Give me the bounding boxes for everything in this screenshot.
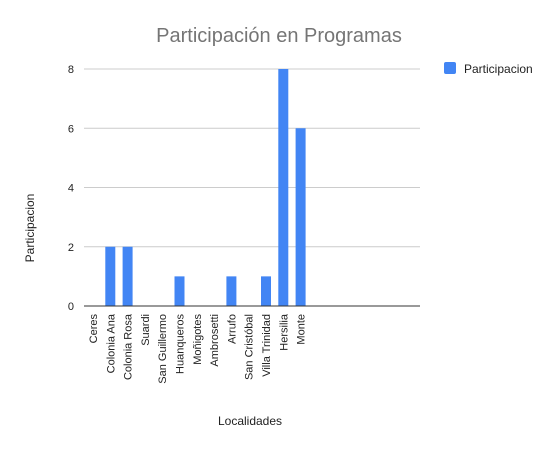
legend: Participacion [444, 62, 533, 76]
x-tick-label: Suardi [140, 314, 152, 346]
y-tick-label: 4 [68, 183, 74, 195]
x-axis-label: Localidades [218, 414, 282, 428]
gridlines [84, 68, 420, 248]
x-tick-label: Arrufo [226, 314, 238, 344]
y-tick-label: 6 [68, 123, 74, 135]
x-tick-label: Colonia Rosa [123, 313, 135, 380]
x-tick-label: San Cristóbal [244, 314, 256, 380]
y-tick-label: 8 [68, 64, 74, 76]
bar [174, 276, 185, 306]
chart-title: Participación en Programas [156, 25, 402, 47]
x-tick-label: Huanqueros [175, 314, 187, 374]
x-tick-label: Colonia Ana [105, 313, 117, 373]
y-axis-label: Participacion [23, 194, 37, 263]
x-tick-label: Ambrosetti [209, 314, 221, 367]
bar [226, 276, 237, 306]
bar [261, 276, 271, 306]
bar [278, 69, 289, 306]
legend-label: Participacion [464, 62, 533, 76]
bar [122, 246, 133, 306]
x-tick-label: Monte [296, 314, 308, 345]
x-tick-label: Moñigotes [192, 314, 204, 365]
x-tick-label: Hersilia [278, 313, 290, 351]
y-tick-label: 2 [68, 242, 74, 254]
legend-swatch [444, 62, 456, 74]
y-tick-label: 0 [68, 301, 74, 313]
bars [105, 69, 306, 306]
x-axis-ticks: Ceres Colonia Ana Colonia Rosa Suardi San Gu… [88, 313, 308, 384]
x-tick-label: San Guillermo [157, 314, 169, 384]
y-axis-ticks: 0 2 4 6 8 [68, 64, 74, 313]
x-tick-label: Ceres [88, 314, 100, 344]
bar [105, 246, 116, 306]
bar [295, 128, 306, 306]
x-tick-label: Villa Trinidad [261, 314, 273, 377]
